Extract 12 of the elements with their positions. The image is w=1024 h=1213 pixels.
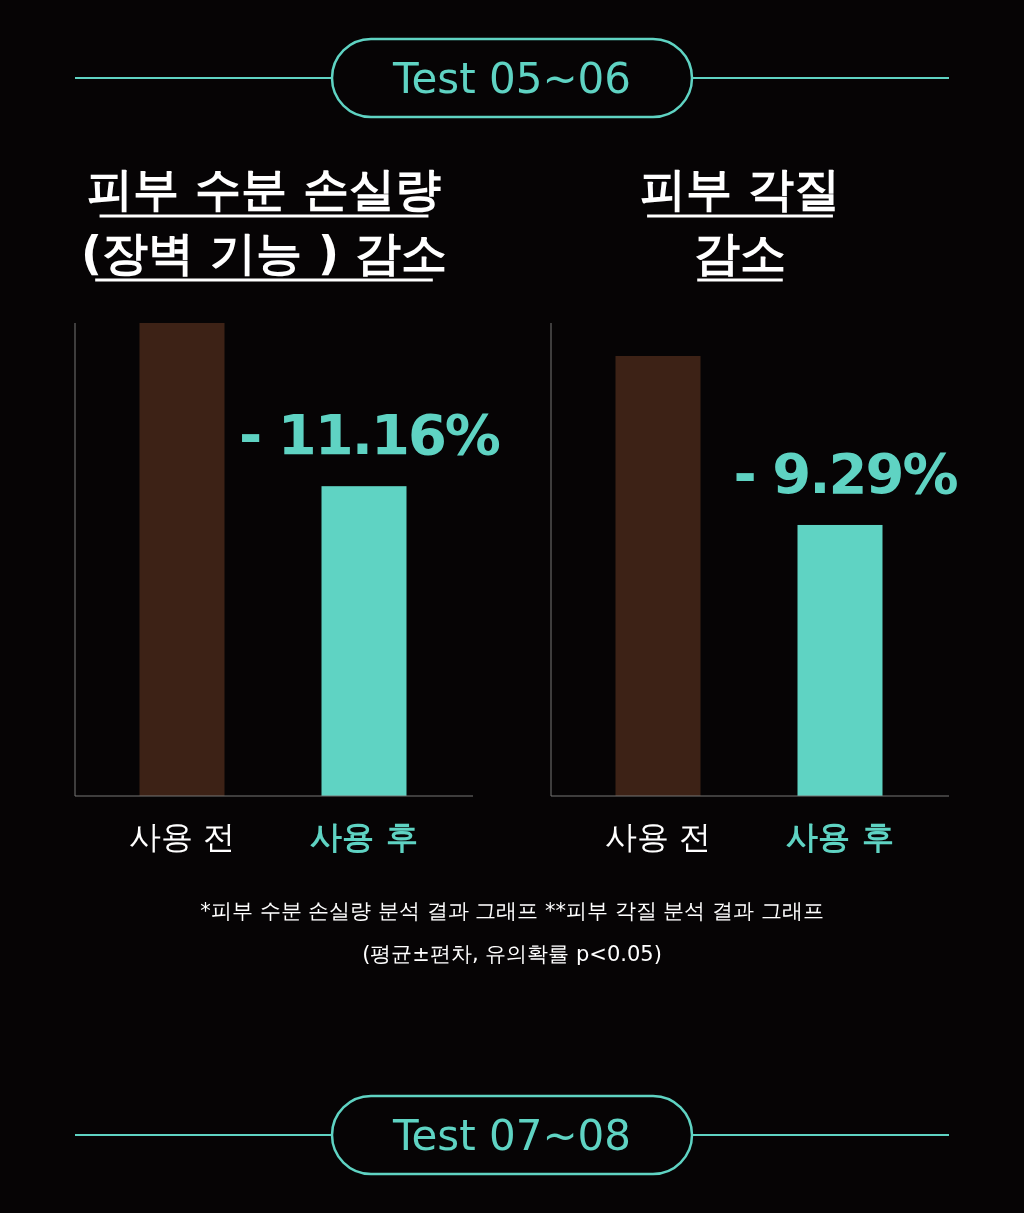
text: Test 05~06 <box>391 54 632 103</box>
chart-title: 피부 각질 감소 <box>639 162 841 280</box>
text: (평균±편차, 유의확률 p<0.05) <box>362 942 662 966</box>
text: Test 07~08 <box>391 1111 632 1160</box>
x-tick-label: 사용 전 <box>128 818 236 856</box>
chart-title: 피부 수분 손실량 (장벽 기능 ) 감소 <box>80 162 448 280</box>
annotation: - 9.29% <box>733 440 958 506</box>
x-tick-label: 사용 전 <box>604 818 712 856</box>
text: *피부 수분 손실량 분석 결과 그래프 **피부 각질 분석 결과 그래프 <box>200 899 824 923</box>
x-tick-label: 사용 후 <box>786 818 894 856</box>
x-tick-label: 사용 후 <box>310 818 418 856</box>
annotation: - 11.16% <box>239 402 500 468</box>
